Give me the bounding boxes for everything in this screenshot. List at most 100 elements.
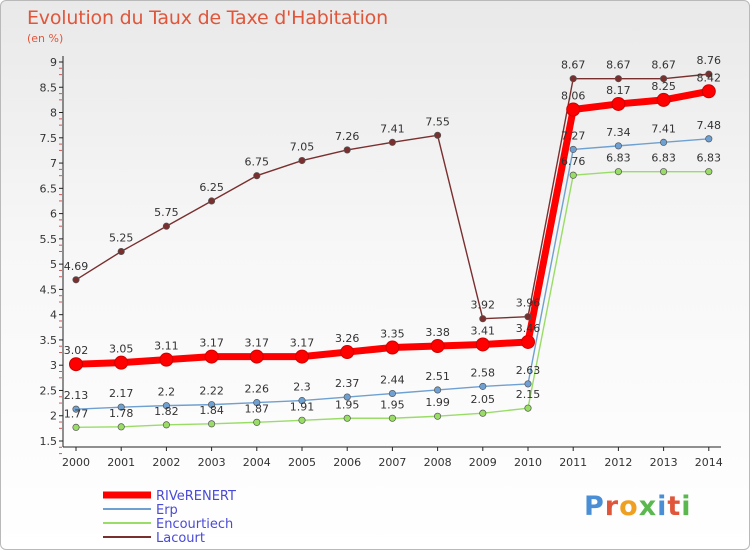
series-line-erp (75, 138, 709, 410)
data-point (253, 399, 261, 407)
data-label: 3.17 (245, 337, 270, 350)
y-tick-label: 2 (50, 410, 57, 423)
data-point (566, 102, 581, 117)
data-label: 6.83 (606, 152, 631, 165)
data-point (569, 75, 577, 83)
data-label: 2.13 (64, 389, 89, 402)
x-tick-label: 2010 (514, 456, 542, 469)
x-tick-label: 2013 (650, 456, 678, 469)
data-point (524, 404, 532, 412)
logo-letter: i (657, 491, 668, 522)
y-tick-label: 8.5 (40, 81, 58, 94)
data-point (569, 171, 577, 179)
logo-letter: P (584, 491, 605, 522)
data-point (72, 405, 80, 413)
data-point (295, 349, 309, 364)
data-label: 6.76 (561, 155, 586, 168)
data-label: 3.05 (109, 343, 134, 356)
y-tick-label: 6 (50, 208, 57, 221)
data-label: 5.25 (109, 232, 134, 245)
data-label: 1.84 (199, 404, 224, 417)
legend-label: Lacourt (156, 531, 205, 546)
data-point (430, 338, 445, 353)
series-points (69, 70, 716, 431)
data-label: 2.37 (335, 377, 360, 390)
data-point (249, 349, 264, 364)
data-label: 6.75 (245, 156, 270, 169)
logo-letter: t (667, 491, 682, 522)
data-point (69, 357, 83, 372)
data-point (253, 418, 261, 426)
y-tick-label: 2.5 (40, 384, 58, 397)
logo-letter: i (681, 491, 692, 522)
y-tick-label: 1.5 (40, 435, 58, 448)
data-label: 2.44 (380, 373, 405, 386)
data-label: 3.26 (335, 332, 360, 345)
y-tick-label: 9 (50, 56, 57, 69)
data-point (343, 393, 351, 401)
data-point (340, 345, 355, 360)
data-label: 5.75 (154, 206, 179, 219)
x-tick-label: 2008 (424, 456, 452, 469)
data-point (524, 313, 532, 321)
data-label: 2.17 (109, 387, 134, 400)
y-tick-label: 7.5 (40, 132, 58, 145)
x-tick-label: 2009 (469, 456, 497, 469)
data-label: 1.78 (109, 407, 134, 420)
data-label: 1.77 (64, 407, 89, 420)
data-point (569, 145, 577, 153)
y-tick-label: 4 (50, 309, 57, 322)
data-label: 2.26 (245, 383, 270, 396)
x-tick-label: 2004 (243, 456, 271, 469)
data-label: 7.41 (651, 122, 676, 135)
data-label: 8.67 (561, 59, 586, 72)
data-point (117, 403, 125, 411)
data-point (524, 380, 532, 388)
x-tick-label: 2003 (198, 456, 226, 469)
data-point (208, 420, 216, 428)
data-point (388, 138, 396, 146)
x-tick-label: 2011 (559, 456, 587, 469)
proxiti-logo: Proxiti (584, 491, 692, 522)
data-label: 2.58 (471, 366, 496, 379)
data-label: 3.17 (199, 337, 224, 350)
data-point (343, 146, 351, 154)
data-label: 8.17 (606, 84, 631, 97)
data-point (705, 168, 713, 176)
data-labels: 4.69 5.25 5.75 6.25 6.75 7.05 7.26 7.41 7.55 3.92… (64, 54, 721, 420)
x-tick-label: 2002 (152, 456, 180, 469)
data-label: 2.15 (516, 388, 541, 401)
data-label: 2.63 (516, 364, 541, 377)
data-label: 7.27 (561, 129, 586, 142)
x-tick-label: 2005 (288, 456, 316, 469)
data-point (434, 131, 442, 139)
data-point (298, 397, 306, 405)
y-tick-label: 4.5 (40, 283, 58, 296)
data-label: 8.67 (606, 59, 631, 72)
data-point (388, 414, 396, 422)
x-tick-label: 2000 (62, 456, 90, 469)
x-tick-label: 2006 (333, 456, 361, 469)
x-tick-label: 2014 (695, 456, 723, 469)
x-tick-label: 2007 (378, 456, 406, 469)
data-label: 6.25 (199, 181, 224, 194)
data-point (159, 352, 174, 367)
data-label: 6.83 (651, 152, 676, 165)
data-label: 6.83 (697, 152, 722, 165)
x-tick-label: 2001 (107, 456, 135, 469)
data-point (614, 142, 622, 150)
data-label: 7.48 (697, 119, 722, 132)
data-point (204, 349, 219, 364)
chart-title: Evolution du Taux de Taxe d'Habitation (27, 7, 388, 29)
data-label: 3.92 (471, 299, 496, 312)
data-point (388, 389, 396, 398)
y-tick-label: 6.5 (40, 182, 58, 195)
data-point (434, 412, 442, 420)
data-label: 2.05 (471, 393, 496, 406)
x-tick-label: 2012 (604, 456, 632, 469)
data-label: 3.38 (425, 326, 450, 339)
data-point (253, 172, 261, 180)
data-point (479, 382, 487, 390)
data-point (162, 402, 170, 410)
